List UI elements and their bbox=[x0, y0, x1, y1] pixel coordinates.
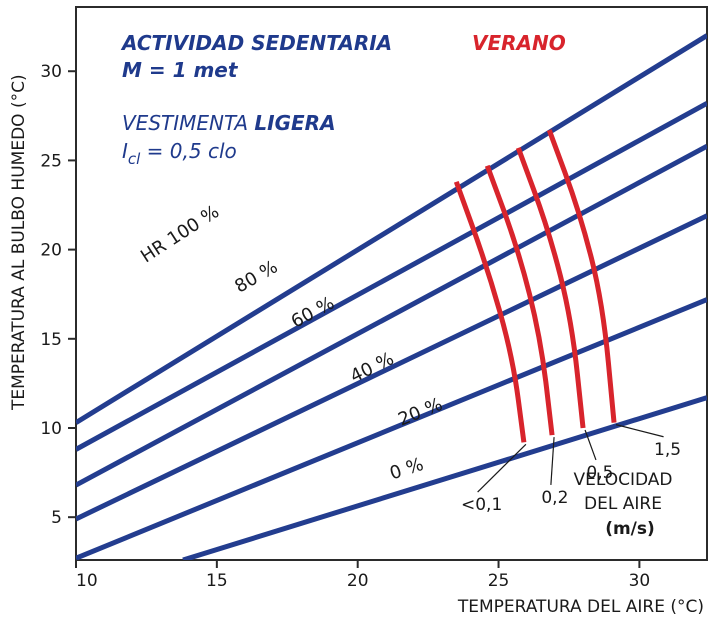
velocity-unit: (m/s) bbox=[605, 519, 655, 539]
velocity-curves bbox=[453, 129, 617, 443]
velocity-title-2: DEL AIRE bbox=[584, 494, 662, 514]
velocity-curve bbox=[515, 147, 586, 429]
humidity-line bbox=[76, 297, 707, 560]
x-tick-label: 10 bbox=[76, 571, 98, 591]
x-tick-label: 25 bbox=[488, 571, 510, 591]
humidity-lines bbox=[76, 33, 707, 560]
clothing-level: LIGERA bbox=[254, 111, 335, 135]
velocity-curve bbox=[546, 129, 617, 423]
clo-subscript: cl bbox=[128, 150, 141, 168]
y-tick-label: 30 bbox=[40, 62, 62, 82]
velocity-label: 0,2 bbox=[541, 488, 568, 508]
x-tick-label: 15 bbox=[206, 571, 228, 591]
velocity-title-1: VELOCIDAD bbox=[573, 470, 672, 490]
velocity-label: <0,1 bbox=[461, 495, 502, 515]
clo-label: Icl = 0,5 clo bbox=[122, 139, 237, 168]
y-tick-label: 20 bbox=[40, 241, 62, 261]
velocity-leader bbox=[550, 437, 555, 485]
clothing-prefix: VESTIMENTA bbox=[122, 111, 254, 135]
x-tick-label: 20 bbox=[347, 571, 369, 591]
velocity-curve bbox=[484, 164, 555, 436]
velocity-leader bbox=[615, 424, 664, 438]
humidity-line bbox=[182, 395, 707, 560]
x-axis-label: TEMPERATURA DEL AIRE (°C) bbox=[457, 597, 704, 617]
humidity-line bbox=[76, 33, 707, 425]
velocity-leader bbox=[477, 443, 527, 493]
clothing-label: VESTIMENTA LIGERA bbox=[122, 111, 336, 135]
y-tick-label: 15 bbox=[40, 330, 62, 350]
humidity-line bbox=[76, 101, 707, 452]
humidity-line bbox=[76, 143, 707, 488]
humidity-line bbox=[76, 213, 707, 522]
y-tick-label: 5 bbox=[51, 508, 62, 528]
velocity-curve bbox=[453, 180, 527, 443]
clo-symbol: I bbox=[122, 139, 128, 163]
chart-title-met: M = 1 met bbox=[122, 58, 239, 82]
clo-value: = 0,5 clo bbox=[140, 139, 236, 163]
velocity-leader bbox=[584, 429, 597, 461]
x-tick-label: 30 bbox=[629, 571, 651, 591]
velocity-label: 1,5 bbox=[654, 440, 681, 460]
y-axis-label: TEMPERATURA AL BULBO HUMEDO (°C) bbox=[9, 74, 29, 411]
velocity-label: 0,5 bbox=[586, 463, 613, 483]
chart-title-activity: ACTIVIDAD SEDENTARIA bbox=[120, 31, 392, 55]
ticks-layer: 10 15 20 25 30 5 10 15 20 25 30 bbox=[40, 62, 650, 591]
chart-title-season: VERANO bbox=[472, 31, 566, 55]
y-tick-label: 10 bbox=[40, 419, 62, 439]
y-tick-label: 25 bbox=[40, 151, 62, 171]
